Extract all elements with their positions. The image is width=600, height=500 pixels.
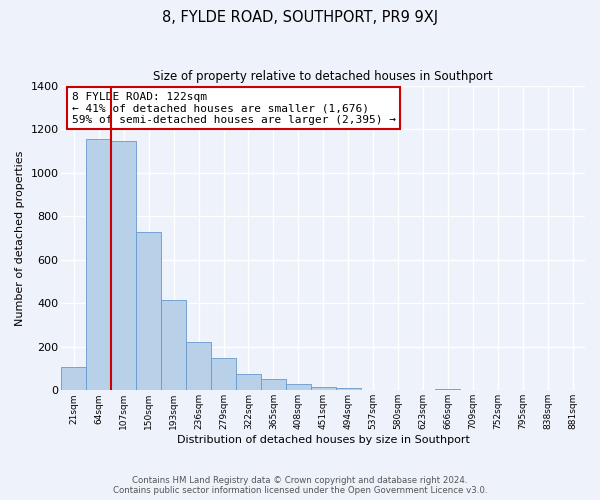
Bar bbox=[335, 388, 361, 390]
Y-axis label: Number of detached properties: Number of detached properties bbox=[15, 150, 25, 326]
Bar bbox=[211, 358, 236, 390]
Title: Size of property relative to detached houses in Southport: Size of property relative to detached ho… bbox=[154, 70, 493, 83]
Bar bbox=[61, 367, 86, 390]
Bar bbox=[86, 139, 112, 390]
Text: Contains HM Land Registry data © Crown copyright and database right 2024.
Contai: Contains HM Land Registry data © Crown c… bbox=[113, 476, 487, 495]
X-axis label: Distribution of detached houses by size in Southport: Distribution of detached houses by size … bbox=[177, 435, 470, 445]
Bar bbox=[436, 388, 460, 390]
Text: 8, FYLDE ROAD, SOUTHPORT, PR9 9XJ: 8, FYLDE ROAD, SOUTHPORT, PR9 9XJ bbox=[162, 10, 438, 25]
Text: 8 FYLDE ROAD: 122sqm
← 41% of detached houses are smaller (1,676)
59% of semi-de: 8 FYLDE ROAD: 122sqm ← 41% of detached h… bbox=[72, 92, 396, 125]
Bar bbox=[161, 300, 186, 390]
Bar bbox=[186, 342, 211, 390]
Bar bbox=[311, 387, 335, 390]
Bar bbox=[261, 380, 286, 390]
Bar bbox=[112, 141, 136, 390]
Bar bbox=[286, 384, 311, 390]
Bar bbox=[136, 232, 161, 390]
Bar bbox=[236, 374, 261, 390]
